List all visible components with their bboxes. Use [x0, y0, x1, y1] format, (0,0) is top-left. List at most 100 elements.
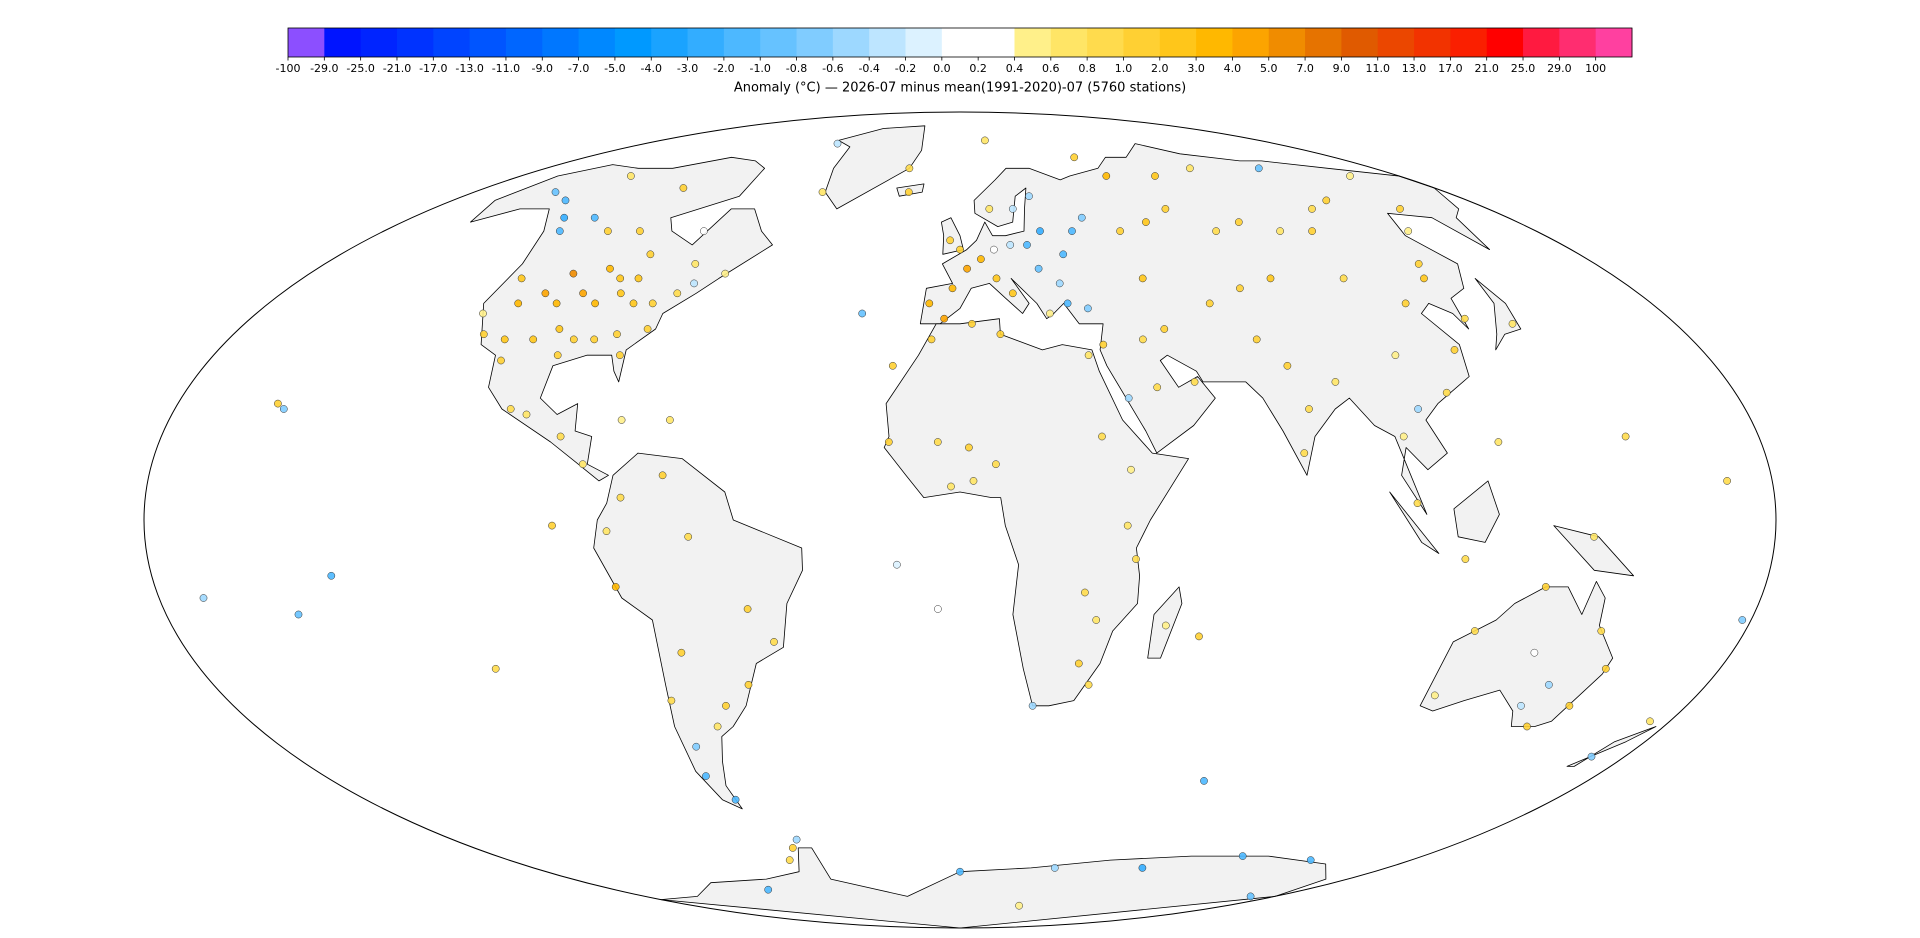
station	[731, 795, 740, 804]
station	[1738, 616, 1747, 624]
station	[934, 605, 942, 613]
station	[1346, 172, 1354, 180]
colorbar-tick-label: -4.0	[641, 62, 662, 75]
station	[1470, 627, 1479, 635]
colorbar-tick-label: -25.0	[346, 62, 374, 75]
station	[1234, 218, 1243, 226]
colorbar-swatch	[869, 28, 907, 57]
station	[556, 432, 565, 441]
colorbar-swatch	[941, 28, 979, 57]
colorbar-swatch	[796, 28, 834, 57]
station	[1404, 227, 1413, 235]
station	[617, 416, 626, 424]
station	[969, 477, 978, 485]
colorbar-tick-label: -0.4	[858, 62, 879, 75]
station	[1306, 856, 1315, 864]
station	[963, 264, 971, 273]
station	[968, 319, 976, 328]
colorbar-swatch	[1123, 28, 1161, 57]
station	[497, 356, 505, 365]
station	[514, 299, 523, 308]
station	[684, 532, 693, 541]
station	[956, 245, 964, 254]
station	[479, 309, 487, 318]
station	[721, 269, 730, 278]
station	[274, 399, 282, 408]
colorbar-tick-label: 0.8	[1078, 62, 1096, 75]
station	[1102, 172, 1111, 180]
station	[940, 314, 949, 323]
colorbar-tick-label: -11.0	[492, 62, 520, 75]
station	[792, 835, 801, 844]
station	[673, 289, 682, 298]
colorbar-tick-label: -7.0	[568, 62, 589, 75]
landmass	[1389, 491, 1440, 554]
landmass	[1453, 480, 1500, 543]
station	[1161, 205, 1170, 213]
colorbar-tick-label: 100	[1585, 62, 1606, 75]
station	[977, 255, 985, 263]
station	[561, 196, 570, 205]
colorbar-swatch	[1450, 28, 1488, 57]
ocean	[144, 112, 1776, 928]
station	[888, 361, 897, 370]
land	[470, 125, 1657, 929]
station	[858, 309, 867, 318]
station	[590, 335, 599, 344]
station	[985, 205, 994, 213]
station	[1139, 335, 1147, 344]
station	[1508, 319, 1517, 328]
station	[1127, 465, 1135, 474]
station	[1028, 701, 1037, 710]
station	[578, 460, 587, 469]
station	[713, 722, 722, 731]
station	[1723, 477, 1731, 485]
station	[522, 410, 531, 419]
station	[1138, 274, 1147, 283]
station	[604, 227, 612, 235]
station	[1132, 555, 1140, 563]
station	[616, 493, 625, 502]
station	[905, 164, 914, 173]
station	[1034, 264, 1043, 273]
colorbar-tick-label: 0.6	[1042, 62, 1060, 75]
station	[1059, 250, 1068, 259]
station	[1391, 351, 1400, 360]
map-boundary	[143, 111, 1777, 929]
station	[1153, 383, 1162, 392]
station	[636, 227, 644, 235]
colorbar-tick-label: 29.0	[1547, 62, 1572, 75]
station	[1517, 701, 1525, 710]
colorbar-swatch	[760, 28, 798, 57]
colorbar-tick-label: 5.0	[1260, 62, 1278, 75]
colorbar-tick-label: 0.0	[933, 62, 951, 75]
station	[1055, 279, 1064, 288]
colorbar-swatch	[1595, 28, 1633, 57]
colorbar-swatch	[1377, 28, 1415, 57]
station	[1084, 680, 1093, 689]
station	[1430, 691, 1439, 700]
colorbar-tick-label: 11.0	[1365, 62, 1390, 75]
station	[1068, 227, 1076, 235]
station	[764, 885, 773, 894]
station	[1461, 555, 1470, 563]
colorbar-swatch	[905, 28, 943, 57]
station	[744, 680, 753, 689]
station	[690, 279, 698, 288]
station	[948, 284, 957, 293]
station	[679, 184, 688, 192]
station	[1308, 227, 1316, 235]
colorbar-swatch	[723, 28, 761, 57]
station	[965, 443, 973, 452]
station	[1621, 432, 1630, 441]
colorbar-tick-label: 7.0	[1296, 62, 1314, 75]
station	[1399, 432, 1408, 441]
station	[555, 227, 564, 235]
colorbar-swatch	[1268, 28, 1306, 57]
station	[667, 696, 676, 705]
colorbar-swatch	[505, 28, 543, 57]
station	[590, 213, 599, 222]
station	[555, 325, 564, 333]
station	[569, 269, 578, 278]
colorbar-tick-label: -17.0	[419, 62, 447, 75]
